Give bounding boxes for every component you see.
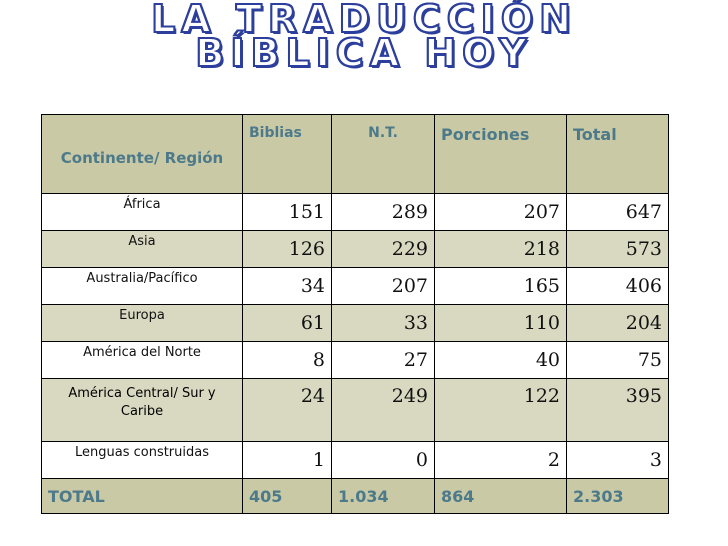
total-portions: 864: [434, 478, 567, 514]
cell-nt: 289: [331, 193, 435, 231]
cell-region: África: [41, 193, 243, 231]
total-bibles: 405: [242, 478, 332, 514]
cell-bibles: 1: [242, 441, 332, 479]
cell-bibles: 8: [242, 341, 332, 379]
header-region: Continente/ Región: [41, 114, 243, 194]
cell-bibles: 24: [242, 378, 332, 442]
cell-region: Australia/Pacífico: [41, 267, 243, 305]
cell-total: 3: [566, 441, 669, 479]
cell-region: América Central/ Sur y Caribe: [41, 378, 243, 442]
table-header-row: Continente/ Región Biblias N.T. Porcione…: [41, 114, 669, 194]
cell-portions: 165: [434, 267, 567, 305]
table-row: Lenguas construidas 1 0 2 3: [41, 441, 669, 479]
table-row: Australia/Pacífico 34 207 165 406: [41, 267, 669, 305]
cell-region: América del Norte: [41, 341, 243, 379]
cell-region: Europa: [41, 304, 243, 342]
table-total-row: TOTAL 405 1.034 864 2.303: [41, 478, 669, 514]
cell-total: 395: [566, 378, 669, 442]
cell-portions: 122: [434, 378, 567, 442]
table-row: América del Norte 8 27 40 75: [41, 341, 669, 379]
cell-total: 75: [566, 341, 669, 379]
cell-portions: 207: [434, 193, 567, 231]
cell-bibles: 61: [242, 304, 332, 342]
cell-bibles: 151: [242, 193, 332, 231]
header-portions: Porciones: [434, 114, 567, 194]
cell-region: Asia: [41, 230, 243, 268]
cell-bibles: 34: [242, 267, 332, 305]
cell-bibles: 126: [242, 230, 332, 268]
cell-nt: 27: [331, 341, 435, 379]
cell-total: 204: [566, 304, 669, 342]
cell-nt: 249: [331, 378, 435, 442]
cell-nt: 33: [331, 304, 435, 342]
total-label: TOTAL: [41, 478, 243, 514]
page-title-line-1: LA TRADUCCIÓN: [150, 0, 577, 41]
header-bibles: Biblias: [242, 114, 332, 194]
table-row: América Central/ Sur y Caribe 24 249 122…: [41, 378, 669, 442]
cell-portions: 40: [434, 341, 567, 379]
cell-portions: 2: [434, 441, 567, 479]
total-total: 2.303: [566, 478, 669, 514]
cell-nt: 207: [331, 267, 435, 305]
header-total: Total: [566, 114, 669, 194]
translation-table: Continente/ Región Biblias N.T. Porcione…: [41, 114, 669, 514]
cell-total: 573: [566, 230, 669, 268]
table-row: Asia 126 229 218 573: [41, 230, 669, 268]
cell-nt: 229: [331, 230, 435, 268]
table-row: África 151 289 207 647: [41, 193, 669, 231]
table-row: Europa 61 33 110 204: [41, 304, 669, 342]
page-title-line-2: BÍBLICA HOY: [194, 31, 533, 75]
header-nt: N.T.: [331, 114, 435, 194]
cell-total: 647: [566, 193, 669, 231]
cell-total: 406: [566, 267, 669, 305]
cell-portions: 218: [434, 230, 567, 268]
total-nt: 1.034: [331, 478, 435, 514]
cell-nt: 0: [331, 441, 435, 479]
cell-portions: 110: [434, 304, 567, 342]
cell-region: Lenguas construidas: [41, 441, 243, 479]
